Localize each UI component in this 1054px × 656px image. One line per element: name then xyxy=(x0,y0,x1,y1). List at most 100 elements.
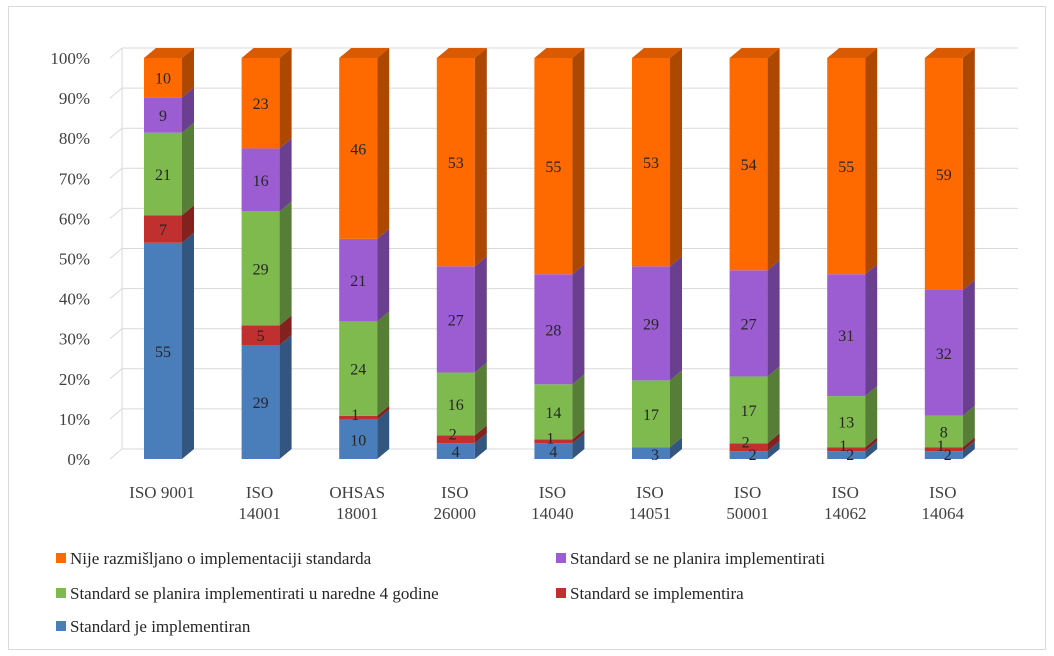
bar-segment xyxy=(924,437,975,452)
bar-front xyxy=(729,270,768,377)
bar-front xyxy=(534,274,573,385)
bar-front xyxy=(436,443,475,459)
data-label: 28 xyxy=(545,322,561,339)
bar-side xyxy=(377,409,390,459)
legend-label: Standard se implementira xyxy=(570,584,744,603)
bar-side xyxy=(182,205,194,243)
bar-top xyxy=(241,48,292,58)
x-tick-line: 14064 xyxy=(922,504,965,523)
grid-diagonal xyxy=(109,288,123,299)
bar-side xyxy=(767,48,780,271)
data-label: 1 xyxy=(839,438,847,455)
data-label: 1 xyxy=(937,438,945,455)
x-tick-label: OHSAS 18001 xyxy=(329,483,385,523)
bar-side xyxy=(962,405,975,448)
bar-segment xyxy=(924,441,975,459)
bar-front xyxy=(729,443,768,452)
bar-front xyxy=(534,443,573,459)
bar-segment xyxy=(436,433,487,459)
legend-swatch xyxy=(56,553,66,563)
bar-front xyxy=(144,58,182,98)
bar-segment xyxy=(632,437,682,459)
bar-segment xyxy=(241,315,292,345)
bar-top xyxy=(436,48,487,58)
data-label: 17 xyxy=(643,407,659,424)
bar-segment xyxy=(729,48,780,271)
x-tick-line: ISO xyxy=(929,483,956,502)
x-tick-label: ISO 26000 xyxy=(434,483,477,523)
data-label: 10 xyxy=(350,432,366,449)
bar-side xyxy=(572,429,585,444)
legend-item: Standard se implementira xyxy=(556,584,744,603)
data-label: 7 xyxy=(159,222,167,239)
x-tick-line: ISO xyxy=(539,483,566,502)
data-label: 53 xyxy=(643,155,659,172)
bar-front xyxy=(534,439,573,444)
x-tick-line: 26000 xyxy=(434,504,477,523)
y-tick-label: 10% xyxy=(59,410,90,429)
bar-front xyxy=(924,289,963,416)
bar-side xyxy=(572,433,585,459)
bar-segment xyxy=(729,366,780,444)
grid-diagonal xyxy=(109,47,123,59)
bar-side xyxy=(670,256,682,381)
bar-side xyxy=(279,315,292,345)
data-label: 5 xyxy=(257,328,265,345)
bars xyxy=(144,48,975,459)
bar-side xyxy=(474,433,487,459)
bar-segment xyxy=(436,362,487,436)
bar-segment xyxy=(827,48,878,275)
data-label: 32 xyxy=(936,346,952,363)
data-label: 24 xyxy=(350,362,366,379)
data-label: 27 xyxy=(448,312,464,329)
bar-front xyxy=(436,372,475,436)
bar-segment xyxy=(729,441,780,459)
bar-front xyxy=(144,132,182,216)
bar-front xyxy=(436,435,475,444)
x-tick-line: ISO xyxy=(636,483,663,502)
x-tick-label: ISO 14064 xyxy=(922,483,965,523)
bar-segment xyxy=(241,201,292,326)
bar-front xyxy=(436,58,475,267)
bar-side xyxy=(279,48,292,149)
data-labels: 5572191029529162310124214642162753411428… xyxy=(155,71,952,464)
bar-front xyxy=(632,266,670,381)
grid-diagonal xyxy=(109,328,123,340)
bar-segment xyxy=(827,437,878,452)
bar-front xyxy=(241,211,280,326)
legend-item: Standard se ne planira implementirati xyxy=(556,549,825,568)
bar-front xyxy=(534,58,573,275)
x-tick-line: ISO xyxy=(831,483,858,502)
bar-segment xyxy=(436,425,487,444)
bar-side xyxy=(279,201,292,326)
x-tick-line: 14040 xyxy=(531,504,574,523)
data-label: 55 xyxy=(545,159,561,176)
data-label: 54 xyxy=(741,157,757,174)
data-label: 3 xyxy=(651,447,659,464)
bar-segment xyxy=(729,260,780,377)
bar-segment xyxy=(144,122,194,216)
bar-side xyxy=(182,122,194,216)
bar-side xyxy=(767,433,780,452)
legend-swatch xyxy=(556,588,566,598)
legend-item: Standard se planira implementirati u nar… xyxy=(56,584,439,603)
bar-side xyxy=(474,425,487,444)
legend: Nije razmišljano o implementaciji standa… xyxy=(56,549,825,636)
bar-side xyxy=(962,48,975,290)
bar-segment xyxy=(144,232,194,459)
bar-front xyxy=(924,447,963,452)
x-tick-line: 14051 xyxy=(629,504,672,523)
bar-side xyxy=(865,441,878,459)
data-label: 4 xyxy=(452,444,460,461)
data-label: 29 xyxy=(643,316,659,333)
bar-side xyxy=(279,334,292,459)
bar-segment xyxy=(534,48,585,275)
bar-segment xyxy=(827,264,878,397)
bar-front xyxy=(729,58,768,271)
bar-front xyxy=(144,215,182,243)
bar-front xyxy=(339,238,378,322)
bar-segment xyxy=(436,256,487,373)
bar-front xyxy=(534,384,573,440)
bar-side xyxy=(279,138,292,212)
x-tick-line: 18001 xyxy=(336,504,379,523)
